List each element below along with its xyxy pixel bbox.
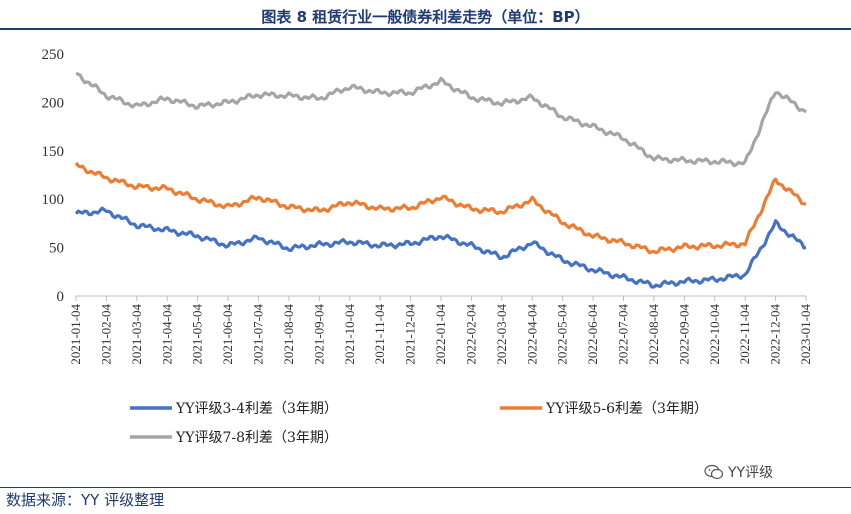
y-tick-label: 0 <box>57 289 65 305</box>
x-tick-label: 2022-11-04 <box>737 304 752 365</box>
y-axis: 0 50 100 150 200 250 <box>42 47 65 305</box>
x-tick-label: 2021-11-04 <box>372 304 387 365</box>
series-line-3 <box>75 71 808 168</box>
x-tick-label: 2022-07-04 <box>616 304 631 365</box>
series-line-2 <box>74 161 807 255</box>
x-tick-label: 2022-06-04 <box>585 304 600 365</box>
x-tick-label: 2023-01-04 <box>798 304 813 365</box>
x-tick-label: 2022-09-04 <box>676 304 691 365</box>
x-tick-label: 2022-08-04 <box>646 304 661 365</box>
x-tick-label: 2021-01-04 <box>68 304 83 365</box>
y-tick-label: 50 <box>49 241 64 257</box>
x-tick-label: 2021-08-04 <box>281 304 296 365</box>
chart-title: 图表 8 租赁行业一般债券利差走势（单位：BP） <box>261 8 590 26</box>
x-tick-label: 2021-04-04 <box>159 304 174 365</box>
title-rule <box>0 28 851 30</box>
x-tick-label: 2021-03-04 <box>129 304 144 365</box>
x-tick-label: 2021-12-04 <box>403 304 418 365</box>
x-tick-label: 2022-02-04 <box>463 304 478 365</box>
legend-label: YY评级3-4利差（3年期） <box>175 401 338 417</box>
x-tick-label: 2022-10-04 <box>707 304 722 365</box>
y-tick-label: 200 <box>42 95 65 111</box>
x-tick-label: 2021-02-04 <box>98 304 113 365</box>
series-line-1 <box>74 206 807 289</box>
y-tick-label: 100 <box>42 192 65 208</box>
legend: YY评级3-4利差（3年期） YY评级5-6利差（3年期） YY评级7-8利差（3年… <box>130 401 708 446</box>
x-tick-label: 2021-09-04 <box>311 304 326 365</box>
series-layer <box>74 71 808 289</box>
source-text: 数据来源：YY 评级整理 <box>6 491 165 509</box>
x-tick-label: 2021-06-04 <box>220 304 235 365</box>
source-rule <box>0 487 851 488</box>
legend-label: YY评级7-8利差（3年期） <box>175 430 338 446</box>
x-axis: 2021-01-04 2021-02-04 2021-03-04 2021-04-04… <box>68 295 813 365</box>
x-tick-label: 2022-04-04 <box>524 304 539 365</box>
watermark-text: YY评级 <box>728 465 774 481</box>
x-tick-label: 2021-07-04 <box>251 304 266 365</box>
legend-label: YY评级5-6利差（3年期） <box>545 401 708 417</box>
y-tick-label: 150 <box>42 144 65 160</box>
x-tick-label: 2021-10-04 <box>342 304 357 365</box>
y-tick-label: 250 <box>42 47 65 63</box>
wechat-icon <box>704 464 724 480</box>
x-tick-label: 2022-01-04 <box>433 304 448 365</box>
watermark: YY评级 <box>704 462 773 482</box>
x-tick-label: 2022-12-04 <box>768 304 783 365</box>
x-tick-label: 2022-05-04 <box>555 304 570 365</box>
x-tick-label: 2022-03-04 <box>494 304 509 365</box>
x-tick-label: 2021-05-04 <box>190 304 205 365</box>
